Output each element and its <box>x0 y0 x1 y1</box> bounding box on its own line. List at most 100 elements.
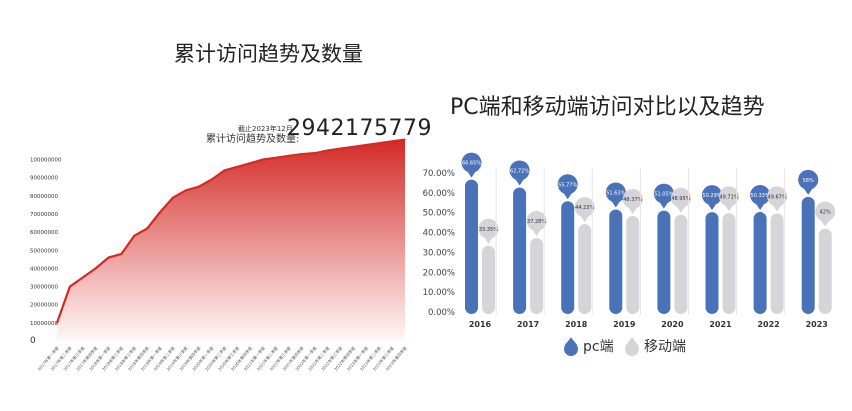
data-label: 33.35% <box>479 227 498 233</box>
y-tick-label: 10.00% <box>423 288 455 298</box>
data-point <box>146 227 149 230</box>
label-pin <box>719 186 739 207</box>
y-tick-label: 70.00% <box>423 169 455 179</box>
y-tick-label: 80000000 <box>30 194 58 200</box>
bar-pc <box>753 212 767 314</box>
label-pin <box>750 185 771 206</box>
data-point <box>313 152 316 154</box>
x-tick-label: 2021 <box>709 320 732 329</box>
bar-mobile <box>482 245 495 314</box>
data-point <box>69 285 71 288</box>
x-tick-label: 2023 <box>806 320 828 329</box>
bar-pc <box>801 196 815 314</box>
data-point <box>197 185 200 188</box>
label-pin <box>526 210 547 231</box>
y-tick-label: 40.00% <box>423 229 455 239</box>
y-tick-label: 30.00% <box>423 248 455 258</box>
label-pin-tail <box>628 207 637 214</box>
y-tick-label: 20000000 <box>30 303 58 309</box>
legend-item-pc: pc端 <box>563 336 614 356</box>
data-label: 42% <box>820 210 831 216</box>
label-pin-tail <box>563 193 572 200</box>
label-pin <box>767 186 788 207</box>
label-pin-tail <box>676 206 685 213</box>
as-of-date: 截止2023年12月 <box>238 125 293 133</box>
data-point <box>133 234 136 237</box>
data-point <box>249 162 252 164</box>
label-pin <box>702 185 722 206</box>
y-tick-label: 50.00% <box>423 209 455 219</box>
data-point <box>365 144 368 146</box>
data-point <box>107 256 110 259</box>
data-point <box>56 322 58 324</box>
legend-label-mobile: 移动端 <box>644 339 686 355</box>
y-tick-label: 30000000 <box>30 285 58 291</box>
data-point <box>352 145 355 148</box>
y-tick-label: 0.00% <box>428 308 455 318</box>
label-pin <box>574 197 595 218</box>
data-point <box>326 149 329 152</box>
data-label: 51.05% <box>654 192 673 198</box>
label-pin-tail <box>532 229 541 236</box>
label-pin <box>478 218 499 239</box>
data-point <box>172 196 174 199</box>
data-label: 62.72% <box>510 168 529 174</box>
total-label: 累计访问趋势及数量: <box>206 134 300 145</box>
y-tick-label: 60.00% <box>423 189 455 199</box>
area-fill <box>57 139 405 341</box>
bar-pc <box>705 212 719 314</box>
label-pin <box>653 183 674 204</box>
data-label: 48.95% <box>671 196 690 202</box>
data-point <box>391 140 393 143</box>
bar-mobile <box>722 213 736 314</box>
data-label: 50.29% <box>702 193 721 199</box>
y-tick-label: 40000000 <box>30 266 58 272</box>
bar-mobile <box>530 237 544 314</box>
data-label: 50.33% <box>751 193 770 199</box>
bar-pc <box>609 209 623 314</box>
bar-pc <box>657 210 671 314</box>
data-point <box>159 211 161 213</box>
pin-icon <box>625 337 639 356</box>
data-point <box>185 189 187 192</box>
x-tick-label: 2016 <box>469 320 492 329</box>
bar-mobile <box>674 214 688 314</box>
y-tick-label: 50000000 <box>30 248 58 254</box>
data-point <box>94 267 97 270</box>
label-pin <box>798 169 819 190</box>
data-point <box>223 169 226 172</box>
data-label: 48.37% <box>623 197 642 203</box>
pin-icon <box>564 337 578 356</box>
y-tick-label: 20.00% <box>423 268 455 278</box>
data-point <box>288 155 290 157</box>
data-label: 49.67% <box>768 194 787 200</box>
comparison-chart-title: PC端和移动端访问对比以及趋势 <box>450 95 765 120</box>
label-pin-tail <box>725 205 733 212</box>
series-line <box>55 138 406 324</box>
bar-pc <box>513 187 527 314</box>
data-label: 44.23% <box>575 205 594 211</box>
label-pin-tail <box>580 216 589 223</box>
total-value: 2942175779 <box>287 116 432 141</box>
x-tick-label: 2018 <box>565 320 588 329</box>
data-label: 55.77% <box>558 182 577 188</box>
data-point <box>236 165 239 168</box>
label-pin-tail <box>804 188 813 195</box>
data-label: 51.63% <box>606 190 625 196</box>
data-label: 37.28% <box>527 219 546 225</box>
label-pin-tail <box>708 204 716 211</box>
y-tick-label: 0 <box>30 336 36 346</box>
label-pin-tail <box>611 201 620 208</box>
label-pin <box>557 174 578 195</box>
data-label: 58% <box>803 178 814 184</box>
data-point <box>301 153 303 155</box>
label-pin <box>461 152 482 173</box>
data-label: 49.71% <box>719 194 738 200</box>
y-tick-label: 60000000 <box>30 230 58 236</box>
bar-mobile <box>626 215 640 314</box>
legend-item-mobile: 移动端 <box>624 336 686 356</box>
bar-mobile <box>770 213 784 314</box>
data-point <box>210 178 213 181</box>
